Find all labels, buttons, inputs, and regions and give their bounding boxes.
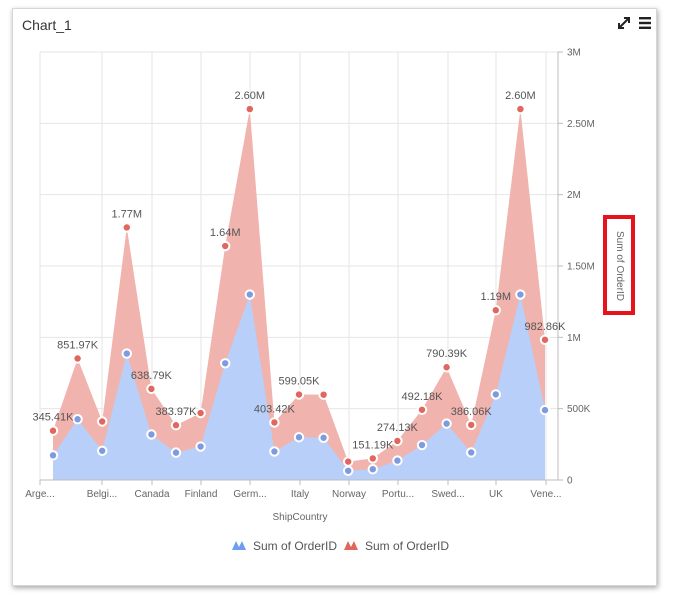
series-0-marker [170,447,182,458]
series-1-marker [97,416,108,427]
series-0-marker [539,404,551,416]
series-0-marker [121,348,133,359]
data-label: 492.18K [402,391,444,403]
series-0-marker [47,450,59,461]
series-0-marker [195,441,206,452]
series-0-marker [97,445,108,456]
legend-label: Sum of OrderID [365,539,449,553]
series-0-marker [515,289,526,300]
series-1-marker [47,425,59,436]
series-0-marker [392,455,403,466]
series-0-marker [318,432,329,443]
x-tick-label: Italy [291,489,309,500]
x-tick-label: Norway [332,489,366,500]
data-label: 982.86K [525,321,567,333]
series-1-marker [367,453,378,464]
y-tick-label: 2M [567,190,581,201]
expand-icon[interactable] [616,15,632,31]
y-tick-label: 1.50M [567,262,595,273]
series-1-marker [72,353,83,364]
y-tick-label: 2.50M [567,119,595,130]
data-label: 274.13K [377,422,419,434]
series-1-marker [515,103,526,115]
series-0-marker [293,432,305,443]
y-tick-label: 0 [567,476,573,487]
x-tick-label: Arge... [25,489,54,500]
hamburger-menu-icon[interactable] [637,15,653,31]
data-label: 1.64M [210,227,241,239]
data-label: 638.79K [131,370,173,382]
series-1-marker [293,389,305,400]
data-label: 1.19M [481,291,512,303]
data-label: 403.42K [254,403,296,415]
x-axis-title: ShipCountry [272,512,327,523]
series-1-marker [220,240,231,252]
x-tick-label: Germ... [233,489,266,500]
x-tick-label: Portu... [382,489,414,500]
series-markers [47,103,551,476]
series-1-marker [121,222,133,233]
series-1-marker [146,383,157,395]
widget-title: Chart_1 [22,17,72,33]
legend: Sum of OrderID Sum of OrderID [232,539,449,553]
series-1-marker [539,334,551,345]
series-1-marker [318,389,329,400]
series-areas [53,109,545,481]
data-labels: 345.41K 851.97K 1.77M 638.79K 383.97K 1.64M 2.… [33,90,567,451]
data-label: 2.60M [505,90,536,102]
series-0-marker [220,358,231,369]
y-tick-label: 1M [567,333,581,344]
legend-swatch-icon [344,541,358,550]
x-tick-label: UK [489,489,503,500]
data-label: 386.06K [451,406,493,418]
data-label: 599.05K [279,376,321,388]
y-axis-title: Sum of OrderID [614,231,625,301]
axes: 0 500K 1M 1.50M 2M 2.50M 3M Arge... Belgi... Cana… [25,48,595,501]
series-1-marker [195,407,206,419]
x-tick-label: Canada [134,489,169,500]
series-0-marker [269,446,280,457]
series-0-marker [367,464,378,475]
series-0-marker [416,439,428,451]
series-0-marker [72,414,83,425]
y-tick-label: 3M [567,48,581,59]
y-axis-title-highlight [603,215,635,315]
y-tick-label: 500K [567,404,591,415]
series-0-marker [490,389,501,400]
series-area-0 [53,294,545,480]
series-1-marker [392,435,403,447]
series-1-marker [441,362,452,373]
data-label: 151.19K [352,439,394,451]
series-1-marker [416,404,428,415]
series-1-marker [170,420,182,431]
legend-swatch-icon [232,541,246,550]
legend-label: Sum of OrderID [253,539,337,553]
series-1-marker [343,456,354,467]
series-1-marker [269,417,280,428]
series-1-marker [244,103,256,115]
x-tick-label: Belgi... [87,489,118,500]
data-label: 851.97K [57,339,99,351]
x-tick-label: Finland [185,489,218,500]
series-0-marker [244,289,256,300]
series-1-marker [490,305,501,316]
x-tick-label: Vene... [530,489,561,500]
data-label: 1.77M [112,208,143,220]
x-tick-label: Swed... [431,489,464,500]
data-label: 2.60M [235,90,266,102]
data-label: 383.97K [156,406,198,418]
series-0-marker [441,418,452,429]
series-0-marker [146,429,157,440]
series-0-marker [466,447,477,458]
series-1-marker [466,419,477,431]
series-0-marker [343,465,354,476]
data-label: 345.41K [33,412,75,424]
data-label: 790.39K [426,348,468,360]
